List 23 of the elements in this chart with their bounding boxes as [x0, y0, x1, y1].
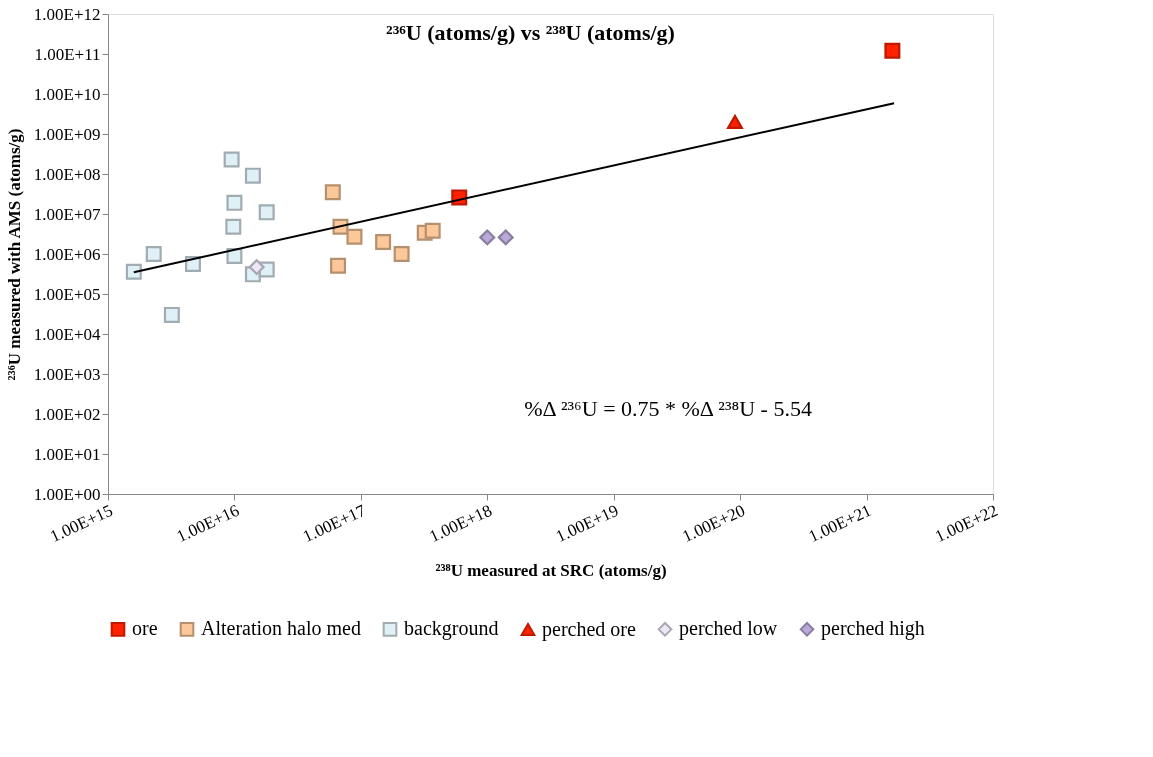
legend-label: ore	[132, 617, 158, 640]
y-tick-label: 1.00E+06	[33, 244, 101, 264]
y-tick-label: 1.00E+02	[33, 404, 101, 424]
y-tick-label: 1.00E+07	[33, 204, 101, 224]
legend-label: perched high	[821, 617, 925, 641]
y-tick-label: 1.00E+01	[33, 444, 101, 464]
chart-title: ²³⁶U (atoms/g) vs ²³⁸U (atoms/g)	[386, 20, 675, 45]
legend-label: background	[404, 617, 499, 641]
y-tick-label: 1.00E+11	[34, 44, 101, 64]
y-axis-title: ²³⁶U measured with AMS (atoms/g)	[4, 128, 24, 381]
annotation: %Δ ²³⁶U = 0.75 * %Δ ²³⁸U - 5.54	[524, 396, 812, 421]
y-tick-label: 1.00E+08	[33, 164, 101, 184]
x-axis-title: ²³⁸U measured at SRC (atoms/g)	[435, 561, 667, 581]
y-tick-label: 1.00E+05	[33, 284, 101, 304]
y-tick-label: 1.00E+03	[33, 364, 101, 384]
legend-label: perched ore	[542, 617, 636, 641]
legend-label: Alteration halo med	[201, 617, 361, 640]
y-tick-label: 1.00E+12	[33, 4, 101, 24]
legend-label: perched low	[679, 617, 778, 641]
y-tick-label: 1.00E+10	[33, 84, 101, 104]
y-tick-label: 1.00E+00	[33, 484, 101, 504]
y-tick-label: 1.00E+09	[33, 124, 101, 144]
y-tick-label: 1.00E+04	[33, 324, 101, 344]
